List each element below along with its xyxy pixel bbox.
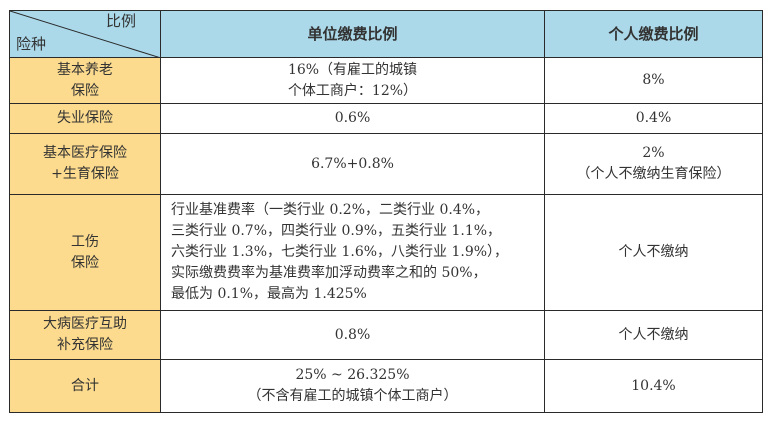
cell-line: 实际缴费费率为基准费率加浮动费率之和的 50%， xyxy=(171,265,487,281)
cell-line: 0.8% xyxy=(334,326,371,343)
insurance-type-cell: 基本医疗保险 +生育保险 xyxy=(9,133,161,195)
cell-line: 保险 xyxy=(71,254,99,271)
header-row: 比例 险种 单位缴费比例 个人缴费比例 xyxy=(9,10,763,58)
employer-rate-cell: 0.6% xyxy=(160,103,545,134)
cell-line: 大病医疗互助 xyxy=(43,316,127,332)
insurance-rate-table: 比例 险种 单位缴费比例 个人缴费比例 基本养老 保险 16%（有雇工的城镇 个体工商… xyxy=(9,10,763,413)
cell-line: 个体工商户：12%） xyxy=(287,82,418,99)
insurance-type-cell: 大病医疗互助 补充保险 xyxy=(9,310,161,360)
cell-line: 25% ~ 26.325% xyxy=(295,367,410,383)
table-row: 大病医疗互助 补充保险 0.8% 个人不缴纳 xyxy=(9,310,763,360)
cell-line: 基本养老 xyxy=(57,61,113,78)
cell-line: 个人不缴纳 xyxy=(618,326,689,343)
cell-line: 基本医疗保险 xyxy=(43,145,127,161)
cell-line: 2% xyxy=(642,145,665,161)
employer-rate-cell: 25% ~ 26.325% （不含有雇工的城镇个体工商户） xyxy=(160,359,545,413)
cell-line: 六类行业 1.3%，七类行业 1.6%，八类行业 1.9%）， xyxy=(171,244,509,260)
cell-line: 16%（有雇工的城镇 xyxy=(287,61,418,78)
personal-rate-header: 个人缴费比例 xyxy=(544,10,763,58)
employer-rate-cell: 0.8% xyxy=(160,310,545,360)
cell-line: +生育保险 xyxy=(51,166,119,182)
cell-line: 补充保险 xyxy=(57,337,113,353)
employer-rate-cell: 6.7%+0.8% xyxy=(160,133,545,195)
cell-line: （不含有雇工的城镇个体工商户） xyxy=(247,388,458,404)
personal-rate-cell: 10.4% xyxy=(544,359,763,413)
insurance-type-cell: 基本养老 保险 xyxy=(9,57,161,104)
cell-line: 失业保险 xyxy=(57,110,113,126)
cell-line: 三类行业 0.7%，四类行业 0.9%，五类行业 1.1%， xyxy=(171,223,502,239)
table-row: 失业保险 0.6% 0.4% xyxy=(9,103,763,134)
table-row: 合计 25% ~ 26.325% （不含有雇工的城镇个体工商户） 10.4% xyxy=(9,359,763,413)
corner-top-label: 比例 xyxy=(105,12,136,30)
diagonal-line xyxy=(10,11,161,58)
cell-line: 10.4% xyxy=(631,377,676,394)
insurance-type-cell: 工伤 保险 xyxy=(9,194,161,311)
cell-line: 保险 xyxy=(71,82,99,99)
cell-line: 合计 xyxy=(71,377,99,394)
cell-line: 行业基准费率（一类行业 0.2%，二类行业 0.4%， xyxy=(171,202,490,218)
employer-rate-cell: 行业基准费率（一类行业 0.2%，二类行业 0.4%， 三类行业 0.7%，四类行… xyxy=(160,194,545,311)
cell-line: 工伤 xyxy=(71,233,99,250)
cell-line: 0.6% xyxy=(334,110,371,126)
employer-rate-cell: 16%（有雇工的城镇 个体工商户：12%） xyxy=(160,57,545,104)
corner-bottom-label: 险种 xyxy=(16,35,47,53)
personal-rate-cell: 8% xyxy=(544,57,763,104)
cell-line: 最低为 0.1%，最高为 1.425% xyxy=(171,286,367,302)
personal-rate-cell: 个人不缴纳 xyxy=(544,310,763,360)
table-row: 基本医疗保险 +生育保险 6.7%+0.8% 2% （个人不缴纳生育保险） xyxy=(9,133,763,195)
insurance-type-cell: 失业保险 xyxy=(9,103,161,134)
insurance-type-cell: 合计 xyxy=(9,359,161,413)
cell-line: 6.7%+0.8% xyxy=(311,155,394,172)
table-row: 工伤 保险 行业基准费率（一类行业 0.2%，二类行业 0.4%， 三类行业 0.7%… xyxy=(9,194,763,311)
personal-rate-cell: 0.4% xyxy=(544,103,763,134)
cell-line: 0.4% xyxy=(635,110,672,126)
cell-line: 8% xyxy=(642,72,665,88)
cell-line: 个人不缴纳 xyxy=(618,244,689,260)
personal-rate-cell: 个人不缴纳 xyxy=(544,194,763,311)
cell-line: （个人不缴纳生育保险） xyxy=(576,166,731,182)
table-row: 基本养老 保险 16%（有雇工的城镇 个体工商户：12%） 8% xyxy=(9,57,763,104)
corner-header: 比例 险种 xyxy=(9,10,161,58)
personal-rate-cell: 2% （个人不缴纳生育保险） xyxy=(544,133,763,195)
employer-rate-header: 单位缴费比例 xyxy=(160,10,545,58)
